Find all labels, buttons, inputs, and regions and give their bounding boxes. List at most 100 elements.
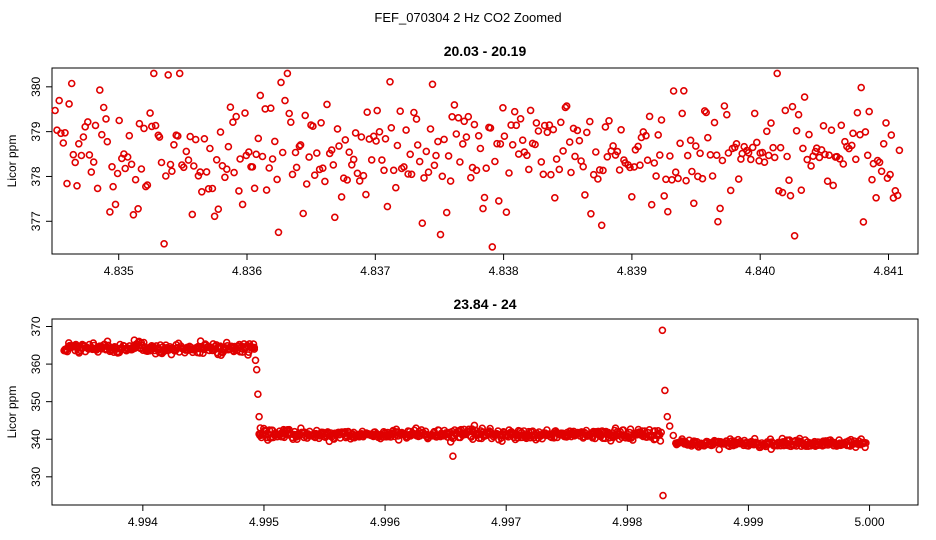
panel-top-y-axis: 377 378 379 380 xyxy=(29,76,53,231)
data-point xyxy=(452,130,461,138)
data-point xyxy=(678,109,687,118)
data-point xyxy=(591,148,600,156)
data-point xyxy=(839,160,848,168)
data-point xyxy=(71,158,79,167)
data-point xyxy=(386,78,394,86)
data-point xyxy=(805,130,813,139)
data-point xyxy=(760,158,769,166)
data-point xyxy=(175,69,184,78)
data-point xyxy=(415,157,424,166)
data-point xyxy=(531,140,539,149)
data-point xyxy=(372,137,380,145)
data-point xyxy=(500,132,509,140)
data-point xyxy=(603,153,612,161)
data-point xyxy=(208,184,217,193)
data-point xyxy=(573,126,582,135)
data-point xyxy=(597,221,606,230)
data-point xyxy=(262,186,271,194)
data-point xyxy=(847,141,856,150)
data-point xyxy=(698,174,707,183)
data-point xyxy=(734,175,743,183)
data-point xyxy=(367,156,376,164)
data-point xyxy=(792,127,801,135)
y-tick-label: 340 xyxy=(29,429,43,449)
y-tick-label: 350 xyxy=(29,391,43,411)
data-point xyxy=(389,166,398,175)
data-point xyxy=(696,149,704,158)
data-point xyxy=(510,107,519,116)
data-point xyxy=(861,443,869,452)
data-point xyxy=(480,193,489,202)
data-point xyxy=(302,180,311,188)
data-point xyxy=(182,147,191,156)
data-point xyxy=(569,124,578,133)
data-point xyxy=(491,157,499,166)
panel-top-ylabel: Licor ppm xyxy=(5,135,19,188)
data-point xyxy=(184,156,193,164)
data-point xyxy=(562,102,571,110)
panel-bottom-y-axis: 330 340 350 360 370 xyxy=(29,316,53,487)
data-point xyxy=(157,158,166,167)
panel-top-points xyxy=(51,69,904,251)
data-point xyxy=(380,166,388,175)
data-point xyxy=(135,119,144,128)
data-point xyxy=(330,213,339,222)
data-point xyxy=(706,151,715,159)
data-point xyxy=(179,163,188,172)
data-point xyxy=(396,107,405,115)
data-point xyxy=(859,218,868,226)
data-point xyxy=(689,199,698,208)
data-point xyxy=(456,158,464,166)
x-tick-label: 4.840 xyxy=(745,264,775,278)
data-point xyxy=(502,208,511,216)
data-point xyxy=(464,112,473,121)
data-point xyxy=(647,200,656,209)
data-point xyxy=(599,166,607,175)
data-point xyxy=(309,122,317,130)
data-point xyxy=(274,228,283,237)
data-point xyxy=(657,116,666,124)
data-point xyxy=(446,177,455,185)
data-point xyxy=(767,119,775,127)
y-tick-label: 377 xyxy=(29,211,43,231)
data-point xyxy=(85,151,94,159)
data-point xyxy=(93,184,102,193)
data-point xyxy=(191,135,200,144)
data-point xyxy=(436,230,445,239)
data-point xyxy=(895,146,904,155)
data-point xyxy=(160,240,168,248)
data-point xyxy=(783,152,791,161)
data-point xyxy=(199,349,207,358)
data-point xyxy=(654,131,663,139)
data-point xyxy=(659,491,667,500)
data-point xyxy=(750,109,759,118)
data-point xyxy=(281,96,289,105)
data-point xyxy=(613,147,622,156)
data-point xyxy=(55,96,64,105)
data-point xyxy=(853,108,862,117)
data-point xyxy=(65,100,73,108)
data-point xyxy=(658,326,667,335)
data-point xyxy=(206,144,214,153)
data-point xyxy=(407,170,416,179)
data-point xyxy=(803,155,812,164)
panel-bottom: 23.84 - 24 Licor ppm 4.994 4.995 4.996 4.99… xyxy=(5,296,919,529)
y-tick-label: 370 xyxy=(29,316,43,336)
data-point xyxy=(432,151,440,160)
data-point xyxy=(472,166,481,175)
data-point xyxy=(77,151,86,160)
data-point xyxy=(587,210,595,218)
x-tick-label: 4.994 xyxy=(128,515,158,529)
data-point xyxy=(663,207,672,216)
data-point xyxy=(164,71,172,79)
data-point xyxy=(351,129,360,137)
data-point xyxy=(51,106,59,115)
data-point xyxy=(353,169,362,178)
data-point xyxy=(210,212,219,221)
data-point xyxy=(650,159,659,167)
data-point xyxy=(702,108,711,117)
data-point xyxy=(470,421,479,430)
data-point xyxy=(862,439,870,447)
data-point xyxy=(305,153,313,161)
data-point xyxy=(59,139,68,147)
